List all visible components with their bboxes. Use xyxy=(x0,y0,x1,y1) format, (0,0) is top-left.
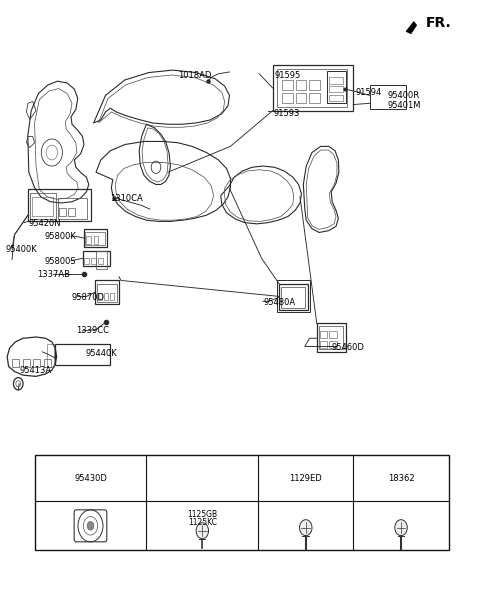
Bar xyxy=(98,293,102,300)
Text: 95400K: 95400K xyxy=(6,245,37,254)
Bar xyxy=(83,251,110,266)
Bar xyxy=(110,293,114,300)
Bar xyxy=(95,280,119,304)
Text: FR.: FR. xyxy=(425,16,451,30)
Text: 91595: 91595 xyxy=(275,71,301,79)
Text: 95401M: 95401M xyxy=(388,101,421,109)
Bar xyxy=(309,93,320,103)
Bar xyxy=(273,65,353,111)
Bar xyxy=(85,232,105,245)
Circle shape xyxy=(395,520,407,536)
Bar xyxy=(28,189,91,221)
Bar xyxy=(329,95,343,101)
Polygon shape xyxy=(406,22,417,34)
Bar xyxy=(68,208,75,216)
Bar xyxy=(370,85,406,109)
Bar xyxy=(12,359,19,367)
Text: 95430D: 95430D xyxy=(74,474,107,483)
Circle shape xyxy=(87,522,94,530)
Bar xyxy=(329,77,343,84)
Bar xyxy=(319,326,343,349)
Bar xyxy=(86,236,91,244)
Text: 95800K: 95800K xyxy=(44,232,76,240)
Bar xyxy=(55,344,110,365)
Bar xyxy=(98,258,103,264)
Bar xyxy=(282,80,293,90)
Bar xyxy=(317,323,346,352)
Text: 95460D: 95460D xyxy=(331,343,364,352)
Bar xyxy=(44,359,51,367)
Bar xyxy=(329,341,337,348)
Bar xyxy=(58,198,87,219)
Text: 18362: 18362 xyxy=(388,474,414,483)
Bar xyxy=(91,258,96,264)
Bar xyxy=(329,331,337,338)
Text: 1125KC: 1125KC xyxy=(188,518,217,526)
Bar xyxy=(281,287,305,308)
Text: 1129ED: 1129ED xyxy=(289,474,322,483)
Bar xyxy=(84,258,89,264)
Bar xyxy=(282,93,293,103)
Bar xyxy=(84,229,107,247)
Bar xyxy=(320,341,327,348)
Bar xyxy=(296,93,306,103)
Text: 95440K: 95440K xyxy=(85,349,117,358)
Circle shape xyxy=(300,520,312,536)
Bar xyxy=(279,284,308,310)
Bar xyxy=(277,280,310,312)
Bar xyxy=(33,359,40,367)
Text: 95413A: 95413A xyxy=(19,366,51,375)
Circle shape xyxy=(196,523,208,539)
Bar xyxy=(104,293,108,300)
Text: 95870D: 95870D xyxy=(71,293,104,301)
Bar xyxy=(32,197,53,216)
Text: 91593: 91593 xyxy=(274,109,300,117)
Text: 1310CA: 1310CA xyxy=(110,194,143,202)
Bar xyxy=(35,455,449,550)
Bar xyxy=(97,284,117,302)
Bar xyxy=(23,359,30,367)
Text: 95480A: 95480A xyxy=(263,298,295,307)
Text: 91594: 91594 xyxy=(355,89,382,97)
Bar xyxy=(309,80,320,90)
Text: 1337AB: 1337AB xyxy=(37,271,71,279)
Bar xyxy=(96,251,107,269)
Text: 95800S: 95800S xyxy=(44,257,76,266)
Text: 1018AD: 1018AD xyxy=(178,71,211,79)
Bar xyxy=(277,69,347,107)
Text: 95420N: 95420N xyxy=(29,219,61,228)
Text: 1339CC: 1339CC xyxy=(76,327,109,335)
Text: 95400R: 95400R xyxy=(388,91,420,100)
Bar xyxy=(329,86,343,92)
Text: 1125GB: 1125GB xyxy=(187,510,217,519)
Bar xyxy=(94,236,98,244)
Bar xyxy=(30,193,56,219)
Bar xyxy=(59,208,66,216)
Bar xyxy=(320,331,327,338)
Bar xyxy=(47,344,54,367)
Bar xyxy=(296,80,306,90)
Bar xyxy=(327,71,346,103)
